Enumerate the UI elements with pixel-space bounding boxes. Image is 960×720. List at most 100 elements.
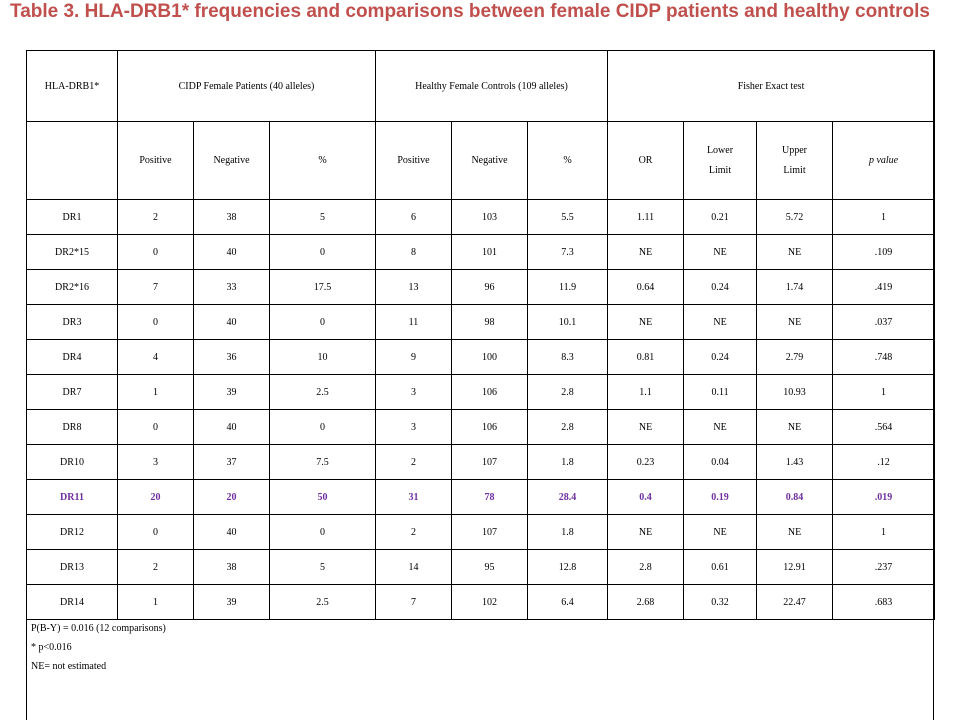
odds-ratio-cell: NE (607, 234, 685, 270)
cidp-percent-cell: 17.5 (269, 269, 376, 305)
control-positive-cell: 2 (375, 444, 452, 480)
control-negative-cell: 100 (451, 339, 528, 375)
cidp-positive-header: Positive (117, 121, 194, 200)
group-header-row: HLA-DRB1* CIDP Female Patients (40 allel… (26, 50, 936, 122)
allele-cell: DR13 (26, 549, 118, 585)
cidp-positive-cell: 0 (117, 234, 194, 270)
column-header-row: Positive Negative % Positive Negative % … (26, 121, 936, 200)
cidp-negative-cell: 40 (193, 304, 270, 340)
control-negative-cell: 103 (451, 199, 528, 235)
cidp-negative-cell: 33 (193, 269, 270, 305)
lower-limit-cell: NE (683, 514, 758, 550)
note-significance: * p<0.016 (31, 642, 72, 653)
upper-limit-cell: 0.84 (756, 479, 834, 515)
odds-ratio-cell: NE (607, 514, 685, 550)
table-row: DR13 2 38 5 14 95 12.8 2.8 0.61 12.91.237 (26, 549, 936, 585)
control-positive-cell: 3 (375, 409, 452, 445)
control-positive-cell: 13 (375, 269, 452, 305)
p-value-cell: .12 (832, 444, 936, 480)
lower-limit-cell: NE (683, 304, 758, 340)
cidp-negative-cell: 37 (193, 444, 270, 480)
allele-cell: DR7 (26, 374, 118, 410)
p-value-cell: .037 (832, 304, 936, 340)
control-percent-cell: 1.8 (526, 444, 609, 480)
upper-limit-line1: Upper (782, 144, 808, 156)
odds-ratio-cell: 0.81 (607, 339, 685, 375)
lower-limit-cell: 0.32 (683, 584, 758, 620)
upper-limit-line2: Limit (783, 164, 806, 176)
control-negative-cell: 78 (451, 479, 528, 515)
control-negative-cell: 96 (451, 269, 528, 305)
cidp-positive-cell: 2 (117, 549, 194, 585)
cidp-percent-cell: 10 (269, 339, 376, 375)
p-value-header: p value (832, 121, 936, 200)
control-negative-cell: 102 (451, 584, 528, 620)
control-percent-cell: 1.8 (526, 514, 609, 550)
control-negative-cell: 101 (451, 234, 528, 270)
control-percent-cell: 5.5 (526, 199, 609, 235)
cidp-percent-cell: 0 (269, 409, 376, 445)
lower-limit-line1: Lower (706, 144, 734, 156)
control-positive-cell: 7 (375, 584, 452, 620)
odds-ratio-cell: 1.1 (607, 374, 685, 410)
table-row: DR2*16 7 33 17.5 13 96 11.9 0.64 0.24 1.74.419 (26, 269, 936, 305)
allele-cell: DR1 (26, 199, 118, 235)
control-positive-cell: 14 (375, 549, 452, 585)
cidp-percent-cell: 2.5 (269, 374, 376, 410)
table-notes: P(B-Y) = 0.016 (12 comparisons) * p<0.01… (31, 619, 921, 676)
cidp-group-header: CIDP Female Patients (40 alleles) (117, 50, 376, 122)
cidp-positive-cell: 20 (117, 479, 194, 515)
upper-limit-cell: NE (756, 304, 834, 340)
cidp-percent-cell: 7.5 (269, 444, 376, 480)
lower-limit-header: Lower Limit (683, 121, 758, 200)
table-title: Table 3. HLA-DRB1* frequencies and compa… (10, 1, 930, 22)
allele-cell: DR2*16 (26, 269, 118, 305)
table-row: DR4 4 36 10 9 100 8.3 0.81 0.24 2.79.748 (26, 339, 936, 375)
control-negative-cell: 95 (451, 549, 528, 585)
table-row: DR1 2 38 5 6 103 5.5 1.11 0.21 5.72 1 (26, 199, 936, 235)
upper-limit-cell: 22.47 (756, 584, 834, 620)
cidp-negative-cell: 20 (193, 479, 270, 515)
lower-limit-cell: NE (683, 234, 758, 270)
cidp-negative-cell: 38 (193, 549, 270, 585)
control-percent-cell: 28.4 (526, 479, 609, 515)
fisher-header: Fisher Exact test (607, 50, 936, 122)
control-positive-cell: 9 (375, 339, 452, 375)
cidp-negative-cell: 40 (193, 234, 270, 270)
p-value-cell: 1 (832, 199, 936, 235)
upper-limit-cell: NE (756, 409, 834, 445)
upper-limit-cell: 1.74 (756, 269, 834, 305)
control-negative-cell: 98 (451, 304, 528, 340)
cidp-positive-cell: 0 (117, 304, 194, 340)
allele-cell: DR12 (26, 514, 118, 550)
p-value-cell: .019 (832, 479, 936, 515)
table-row: DR2*15 0 40 0 8 101 7.3 NE NE NE .109 (26, 234, 936, 270)
cidp-positive-cell: 1 (117, 374, 194, 410)
cidp-positive-cell: 2 (117, 199, 194, 235)
lower-limit-cell: 0.61 (683, 549, 758, 585)
cidp-negative-cell: 40 (193, 409, 270, 445)
cidp-percent-cell: 0 (269, 234, 376, 270)
allele-cell: DR3 (26, 304, 118, 340)
control-positive-cell: 2 (375, 514, 452, 550)
odds-ratio-cell: 2.68 (607, 584, 685, 620)
odds-ratio-cell: 0.4 (607, 479, 685, 515)
control-positive-header: Positive (375, 121, 452, 200)
control-positive-cell: 11 (375, 304, 452, 340)
lower-limit-cell: 0.11 (683, 374, 758, 410)
lower-limit-cell: NE (683, 409, 758, 445)
control-positive-cell: 8 (375, 234, 452, 270)
cidp-percent-cell: 0 (269, 304, 376, 340)
note-correction: P(B-Y) = 0.016 (12 comparisons) (31, 623, 166, 634)
upper-limit-cell: NE (756, 514, 834, 550)
control-percent-cell: 2.8 (526, 409, 609, 445)
control-percent-cell: 7.3 (526, 234, 609, 270)
control-percent-cell: 6.4 (526, 584, 609, 620)
cidp-negative-cell: 38 (193, 199, 270, 235)
upper-limit-cell: 1.43 (756, 444, 834, 480)
control-group-header: Healthy Female Controls (109 alleles) (374, 50, 609, 122)
p-value-cell: 1 (832, 514, 936, 550)
control-negative-cell: 107 (451, 444, 528, 480)
allele-cell: DR2*15 (26, 234, 118, 270)
upper-limit-cell: 10.93 (756, 374, 834, 410)
